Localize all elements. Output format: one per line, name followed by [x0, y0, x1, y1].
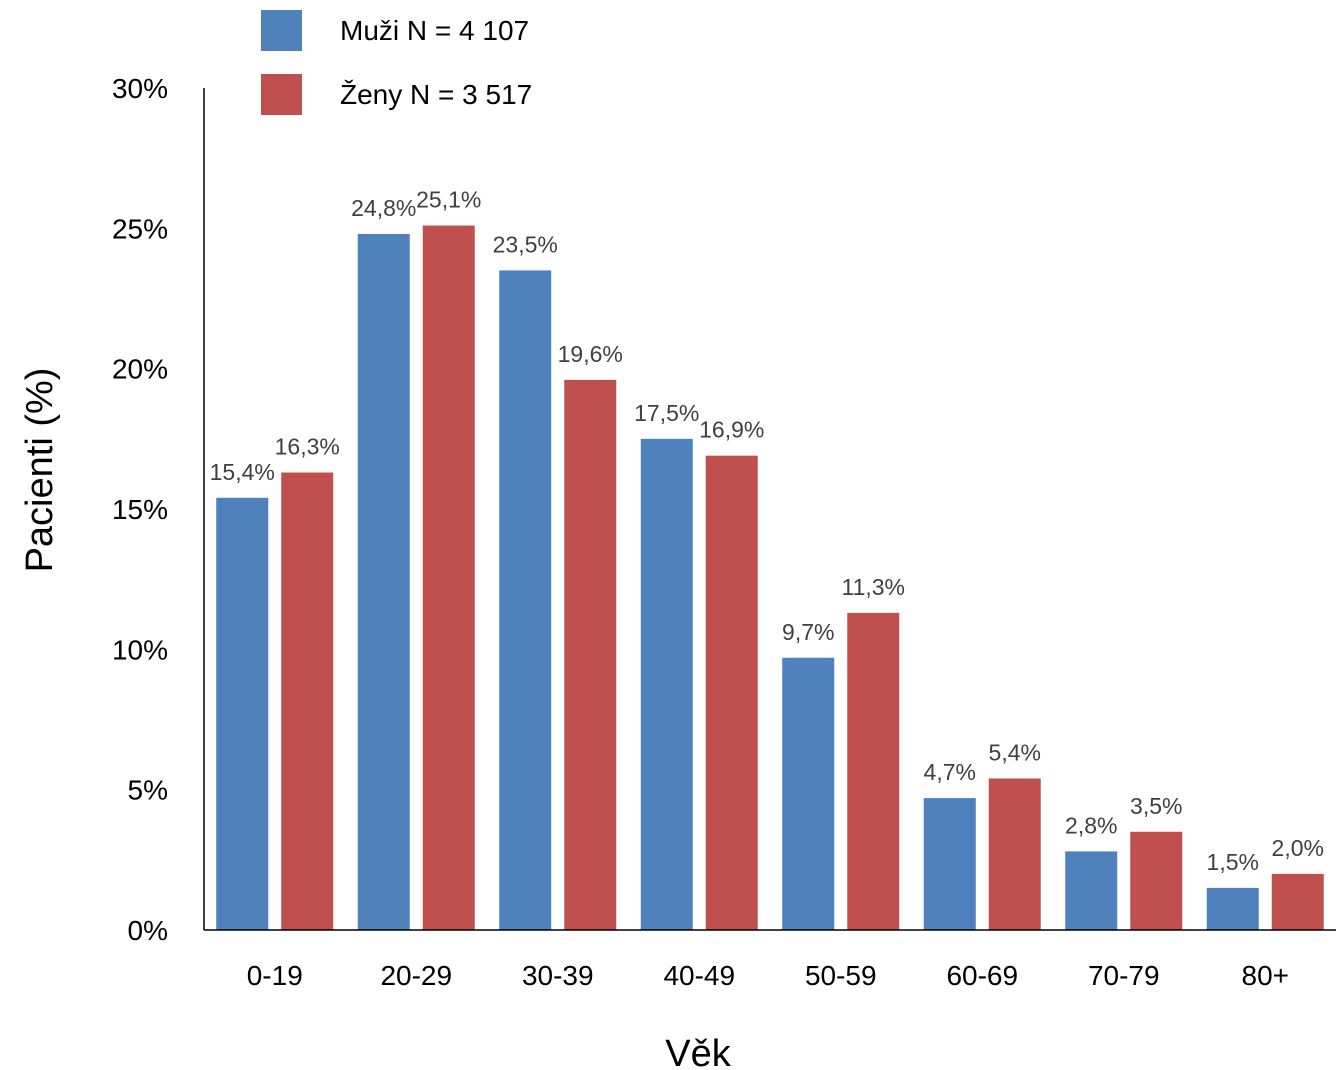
- legend-label: Muži N = 4 107: [340, 15, 529, 46]
- y-tick-label: 5%: [128, 775, 168, 806]
- data-labels: 15,4%16,3% 24,8% 25,1% 23,5% 19,6% 17,5%16,9%…: [210, 187, 1324, 875]
- data-label: 25,1%: [416, 187, 481, 213]
- bar-zeny-60-69: [988, 778, 1041, 930]
- x-tick-label: 80+: [1242, 960, 1290, 991]
- axes: [203, 88, 1336, 931]
- y-tick-label: 15%: [112, 494, 168, 525]
- bar-zeny-20-29: [422, 225, 475, 930]
- bar-zeny-80+: [1271, 873, 1324, 930]
- data-label: 5,4%: [989, 739, 1041, 765]
- bar-muzi-60-69: [923, 798, 976, 930]
- x-tick-label: 50-59: [805, 960, 877, 991]
- bar-zeny-0-19: [281, 472, 334, 930]
- bar-muzi-0-19: [216, 497, 269, 930]
- data-label: 2,8%: [1065, 812, 1117, 838]
- bar-muzi-70-79: [1065, 851, 1118, 930]
- bar-zeny-50-59: [847, 612, 900, 930]
- data-label: 1,5%: [1207, 849, 1259, 875]
- data-label: 4,7%: [924, 759, 976, 785]
- y-axis-ticks: 0% 5% 10% 15% 20% 25% 30%: [112, 73, 168, 946]
- y-tick-label: 0%: [128, 915, 168, 946]
- x-tick-label: 0-19: [247, 960, 303, 991]
- data-label: 2,0%: [1272, 835, 1324, 861]
- bars: [216, 225, 1324, 931]
- data-label: 16,9%: [699, 417, 764, 443]
- data-label: 9,7%: [782, 619, 834, 645]
- x-axis-title: Věk: [665, 1033, 731, 1070]
- bar-muzi-50-59: [782, 657, 835, 930]
- data-label: 19,6%: [558, 341, 623, 367]
- bar-muzi-80+: [1206, 887, 1259, 930]
- bar-muzi-20-29: [357, 233, 410, 931]
- y-tick-label: 10%: [112, 634, 168, 665]
- data-label: 23,5%: [493, 231, 558, 257]
- x-tick-label: 70-79: [1088, 960, 1160, 991]
- y-tick-label: 30%: [112, 73, 168, 104]
- data-label: 24,8%: [351, 195, 416, 221]
- legend-swatch: [261, 10, 302, 51]
- legend: Muži N = 4 107 Ženy N = 3 517: [261, 10, 532, 115]
- x-tick-label: 60-69: [946, 960, 1018, 991]
- bar-zeny-40-49: [705, 455, 758, 930]
- bar-zeny-30-39: [564, 379, 617, 931]
- y-tick-label: 20%: [112, 354, 168, 385]
- data-label: 17,5%: [634, 400, 699, 426]
- x-tick-label: 30-39: [522, 960, 594, 991]
- x-axis-ticks: 0-19 20-29 30-39 40-49 50-59 60-69 70-79 80+: [247, 960, 1289, 991]
- legend-swatch: [261, 74, 302, 115]
- y-tick-label: 25%: [112, 213, 168, 244]
- bar-muzi-30-39: [499, 270, 552, 930]
- y-axis-title: Pacienti (%): [19, 368, 61, 573]
- data-label: 11,3%: [841, 574, 905, 600]
- bar-zeny-70-79: [1130, 831, 1183, 930]
- x-tick-label: 20-29: [380, 960, 452, 991]
- data-label: 15,4%: [210, 459, 275, 485]
- data-label: 16,3%: [275, 434, 340, 460]
- legend-label: Ženy N = 3 517: [340, 79, 532, 110]
- x-tick-label: 40-49: [663, 960, 735, 991]
- data-label: 3,5%: [1130, 793, 1182, 819]
- bar-muzi-40-49: [640, 438, 693, 930]
